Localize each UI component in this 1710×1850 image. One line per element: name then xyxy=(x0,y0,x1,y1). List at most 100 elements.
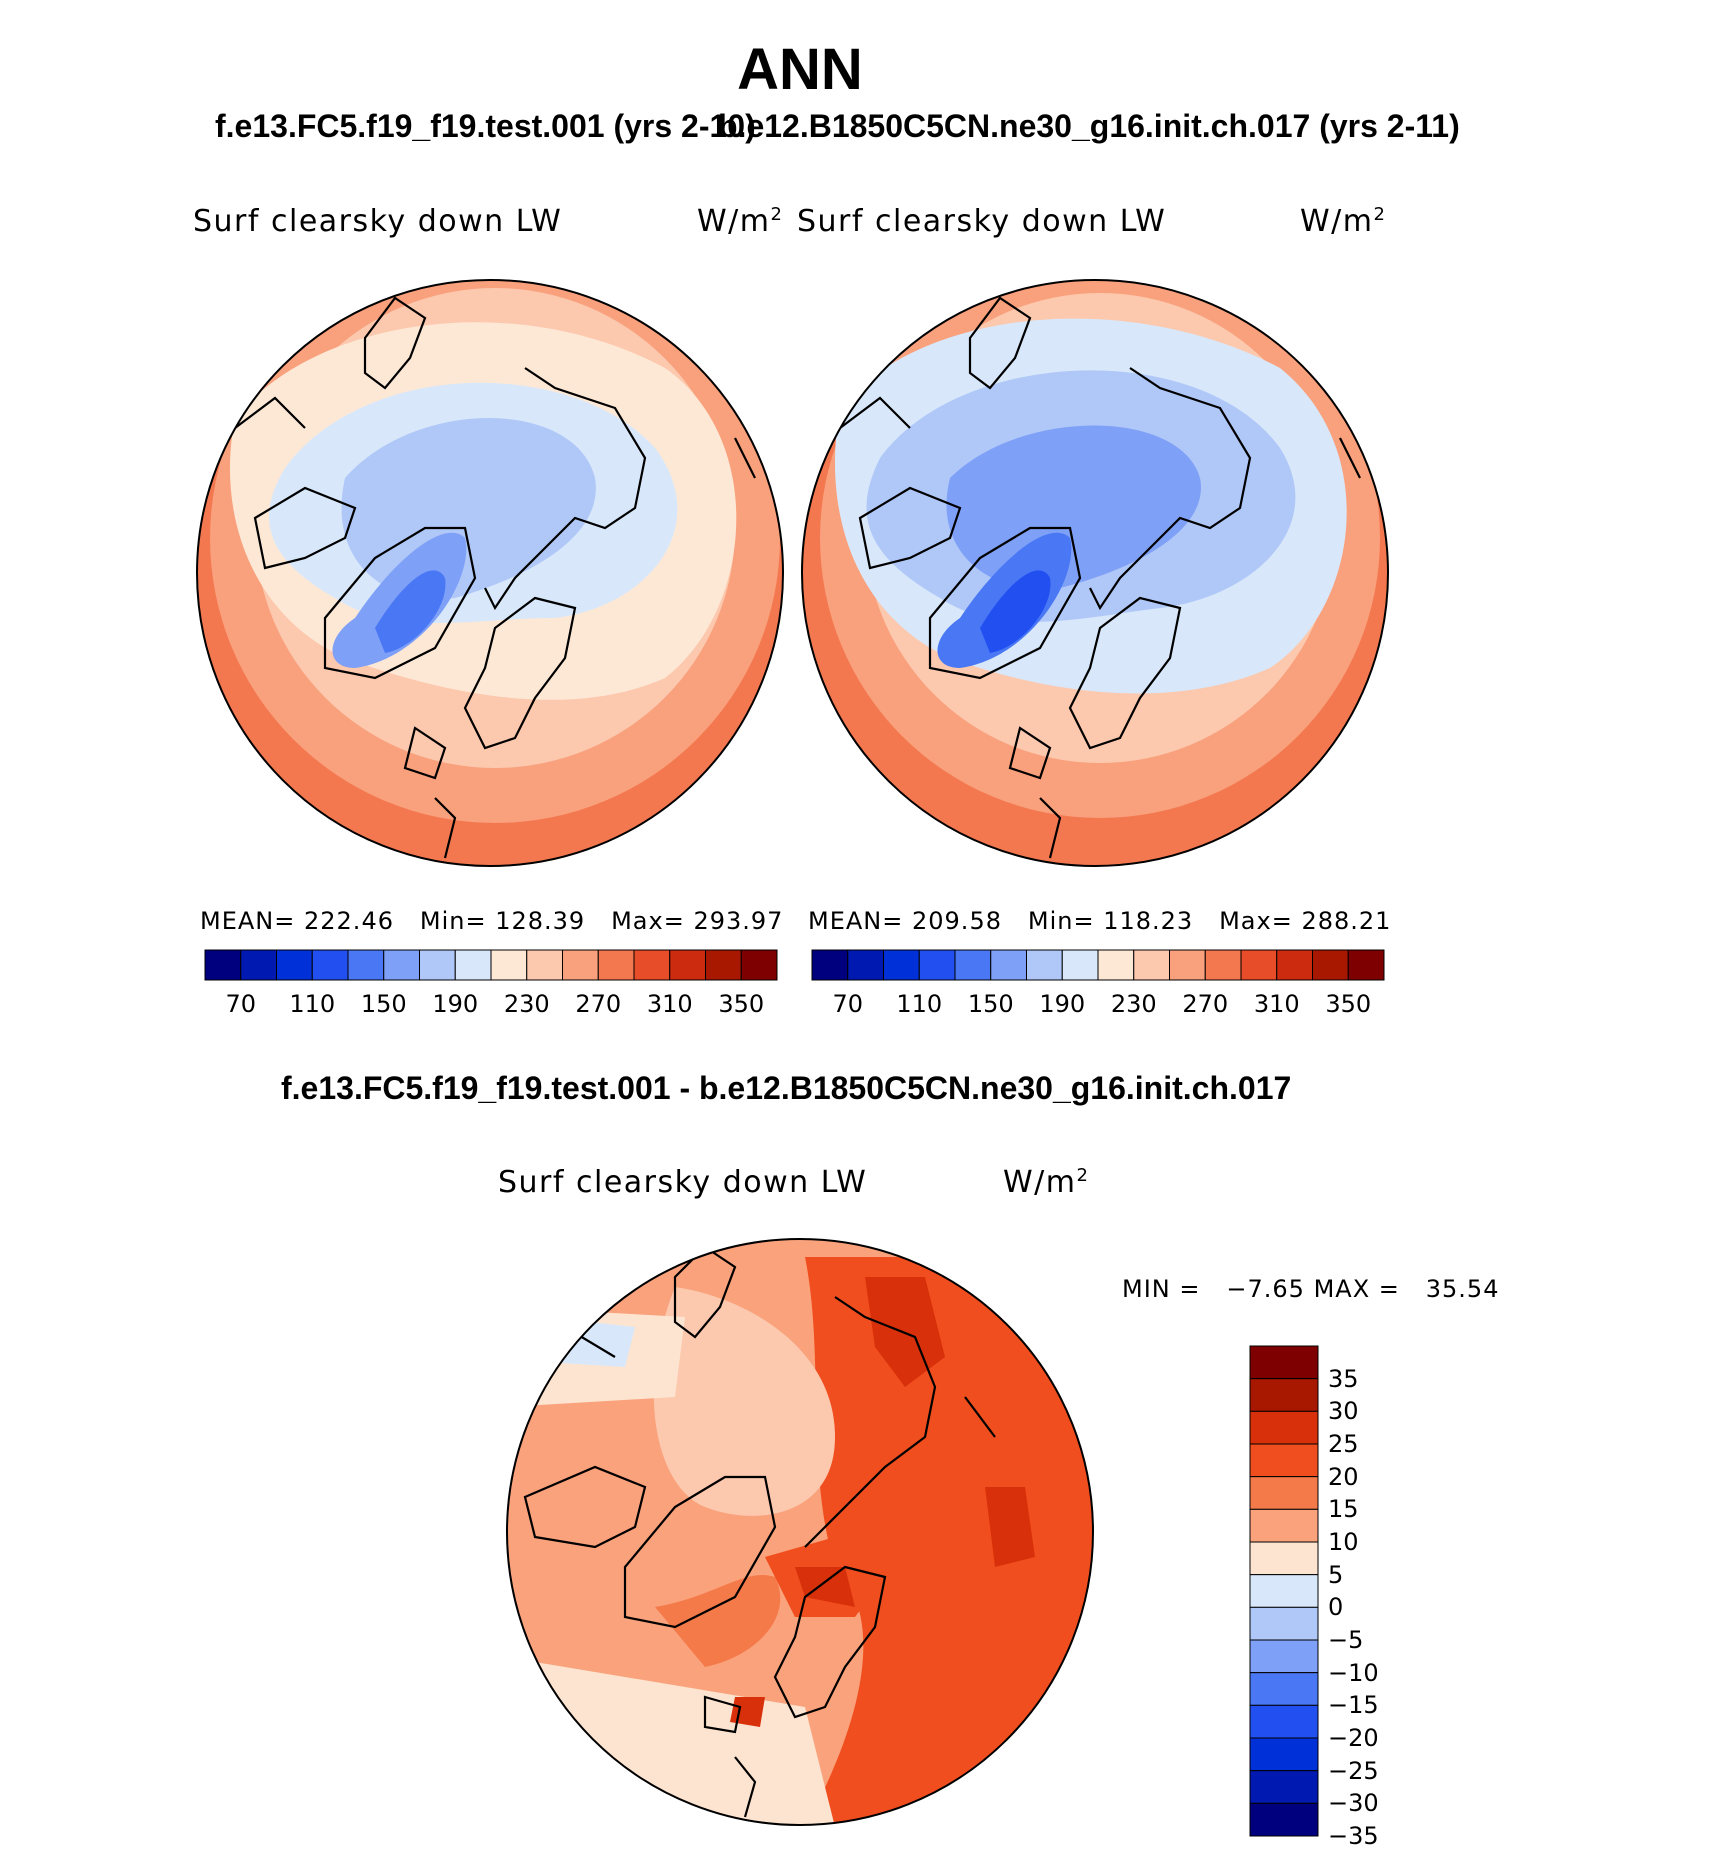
right-colorbar xyxy=(811,949,1385,981)
colorbar-swatch xyxy=(240,949,277,981)
colorbar-swatch xyxy=(1061,949,1099,981)
diff-case-title: f.e13.FC5.f19_f19.test.001 - b.e12.B1850… xyxy=(281,1070,1292,1106)
colorbar-swatch xyxy=(740,949,778,981)
colorbar-tick-label: 70 xyxy=(225,990,257,1018)
colorbar-swatch xyxy=(1249,1345,1319,1380)
right-variable-label: Surf clearsky down LW xyxy=(797,204,1167,239)
colorbar-swatch xyxy=(1240,949,1278,981)
colorbar-swatch xyxy=(954,949,992,981)
colorbar-swatch xyxy=(383,949,420,981)
colorbar-swatch xyxy=(1249,1476,1319,1510)
figure-title: ANN xyxy=(737,37,863,102)
colorbar-tick-label: 30 xyxy=(1328,1397,1359,1426)
colorbar-swatch xyxy=(597,949,635,981)
diff-colorbar-ticks: 35 30 25 20 15 10 5 0 −5 −10 −15 −20 −25 −30 −35 xyxy=(1328,1346,1418,1850)
colorbar-tick-label: 110 xyxy=(289,990,336,1018)
colorbar-tick-label: 270 xyxy=(575,990,622,1018)
colorbar-tick-label: 270 xyxy=(1182,990,1229,1018)
colorbar-swatch xyxy=(490,949,528,981)
colorbar-tick-label: −30 xyxy=(1328,1789,1379,1818)
colorbar-swatch xyxy=(883,949,920,981)
colorbar-swatch xyxy=(276,949,313,981)
colorbar-swatch xyxy=(1249,1410,1319,1445)
colorbar-tick-label: 230 xyxy=(1110,990,1157,1018)
colorbar-swatch xyxy=(1249,1672,1319,1706)
colorbar-tick-label: 190 xyxy=(1039,990,1086,1018)
right-case-title: b.e12.B1850C5CN.ne30_g16.init.ch.017 (yr… xyxy=(718,108,1460,144)
colorbar-swatch xyxy=(811,949,849,981)
left-colorbar xyxy=(204,949,778,981)
colorbar-tick-label: 350 xyxy=(718,990,765,1018)
diff-polar-map xyxy=(506,1238,1094,1826)
colorbar-swatch xyxy=(1133,949,1170,981)
colorbar-swatch xyxy=(1249,1574,1319,1608)
right-units-label: W/m2 xyxy=(1300,204,1387,239)
colorbar-tick-label: 150 xyxy=(967,990,1014,1018)
diff-minmax: MIN = −7.65 MAX = 35.54 xyxy=(1122,1275,1500,1303)
colorbar-swatch xyxy=(1276,949,1313,981)
colorbar-swatch xyxy=(562,949,599,981)
right-stats: MEAN= 209.58 Min= 118.23 Max= 288.21 xyxy=(808,907,1392,935)
right-polar-map xyxy=(801,279,1389,867)
colorbar-swatch xyxy=(1249,1541,1319,1576)
diff-colorbar xyxy=(1249,1345,1319,1837)
colorbar-swatch xyxy=(1026,949,1063,981)
colorbar-swatch xyxy=(1249,1802,1319,1837)
diff-units-label: W/m2 xyxy=(1003,1165,1090,1200)
colorbar-tick-label: 150 xyxy=(360,990,407,1018)
colorbar-swatch xyxy=(1249,1378,1319,1412)
colorbar-swatch xyxy=(669,949,706,981)
colorbar-swatch xyxy=(1249,1704,1319,1739)
colorbar-tick-label: −20 xyxy=(1328,1724,1379,1752)
left-colorbar-ticks: 70 110 150 190 230 270 310 350 xyxy=(205,990,777,1020)
colorbar-tick-label: 0 xyxy=(1328,1593,1344,1622)
colorbar-tick-label: 230 xyxy=(503,990,550,1018)
colorbar-swatch xyxy=(1097,949,1135,981)
colorbar-tick-label: 15 xyxy=(1328,1495,1359,1524)
colorbar-swatch xyxy=(633,949,671,981)
diff-variable-label: Surf clearsky down LW xyxy=(498,1165,868,1200)
colorbar-tick-label: −10 xyxy=(1328,1658,1379,1687)
colorbar-tick-label: −5 xyxy=(1328,1626,1364,1654)
colorbar-swatch xyxy=(311,949,349,981)
colorbar-swatch xyxy=(454,949,492,981)
colorbar-tick-label: −35 xyxy=(1328,1822,1379,1850)
left-units-label: W/m2 xyxy=(697,204,784,239)
left-variable-label: Surf clearsky down LW xyxy=(193,204,563,239)
colorbar-swatch xyxy=(1249,1508,1319,1543)
colorbar-swatch xyxy=(1249,1639,1319,1674)
colorbar-swatch xyxy=(419,949,456,981)
colorbar-swatch xyxy=(705,949,742,981)
colorbar-swatch xyxy=(347,949,385,981)
colorbar-tick-label: −25 xyxy=(1328,1756,1379,1785)
colorbar-tick-label: 25 xyxy=(1328,1430,1359,1458)
colorbar-swatch xyxy=(990,949,1027,981)
colorbar-swatch xyxy=(847,949,884,981)
colorbar-tick-label: 35 xyxy=(1328,1364,1359,1393)
colorbar-tick-label: 310 xyxy=(646,990,693,1018)
right-colorbar-ticks: 70 110 150 190 230 270 310 350 xyxy=(812,990,1384,1020)
left-stats: MEAN= 222.46 Min= 128.39 Max= 293.97 xyxy=(200,907,784,935)
colorbar-swatch xyxy=(1169,949,1206,981)
left-case-title: f.e13.FC5.f19_f19.test.001 (yrs 2-10) xyxy=(215,108,756,144)
colorbar-tick-label: 5 xyxy=(1328,1560,1344,1589)
colorbar-tick-label: 310 xyxy=(1253,990,1300,1018)
colorbar-tick-label: 190 xyxy=(432,990,479,1018)
colorbar-tick-label: 70 xyxy=(832,990,864,1018)
left-polar-map xyxy=(196,279,784,867)
colorbar-tick-label: −15 xyxy=(1328,1691,1379,1720)
colorbar-swatch xyxy=(918,949,956,981)
colorbar-swatch xyxy=(526,949,563,981)
colorbar-tick-label: 110 xyxy=(896,990,943,1018)
colorbar-tick-label: 10 xyxy=(1328,1528,1359,1556)
colorbar-tick-label: 20 xyxy=(1328,1462,1359,1491)
colorbar-swatch xyxy=(1312,949,1349,981)
colorbar-swatch xyxy=(1204,949,1242,981)
colorbar-tick-label: 350 xyxy=(1325,990,1372,1018)
colorbar-swatch xyxy=(1249,1770,1319,1804)
colorbar-swatch xyxy=(1249,1443,1319,1478)
colorbar-swatch xyxy=(1249,1737,1319,1772)
colorbar-swatch xyxy=(1249,1606,1319,1641)
colorbar-swatch xyxy=(1347,949,1385,981)
colorbar-swatch xyxy=(204,949,242,981)
